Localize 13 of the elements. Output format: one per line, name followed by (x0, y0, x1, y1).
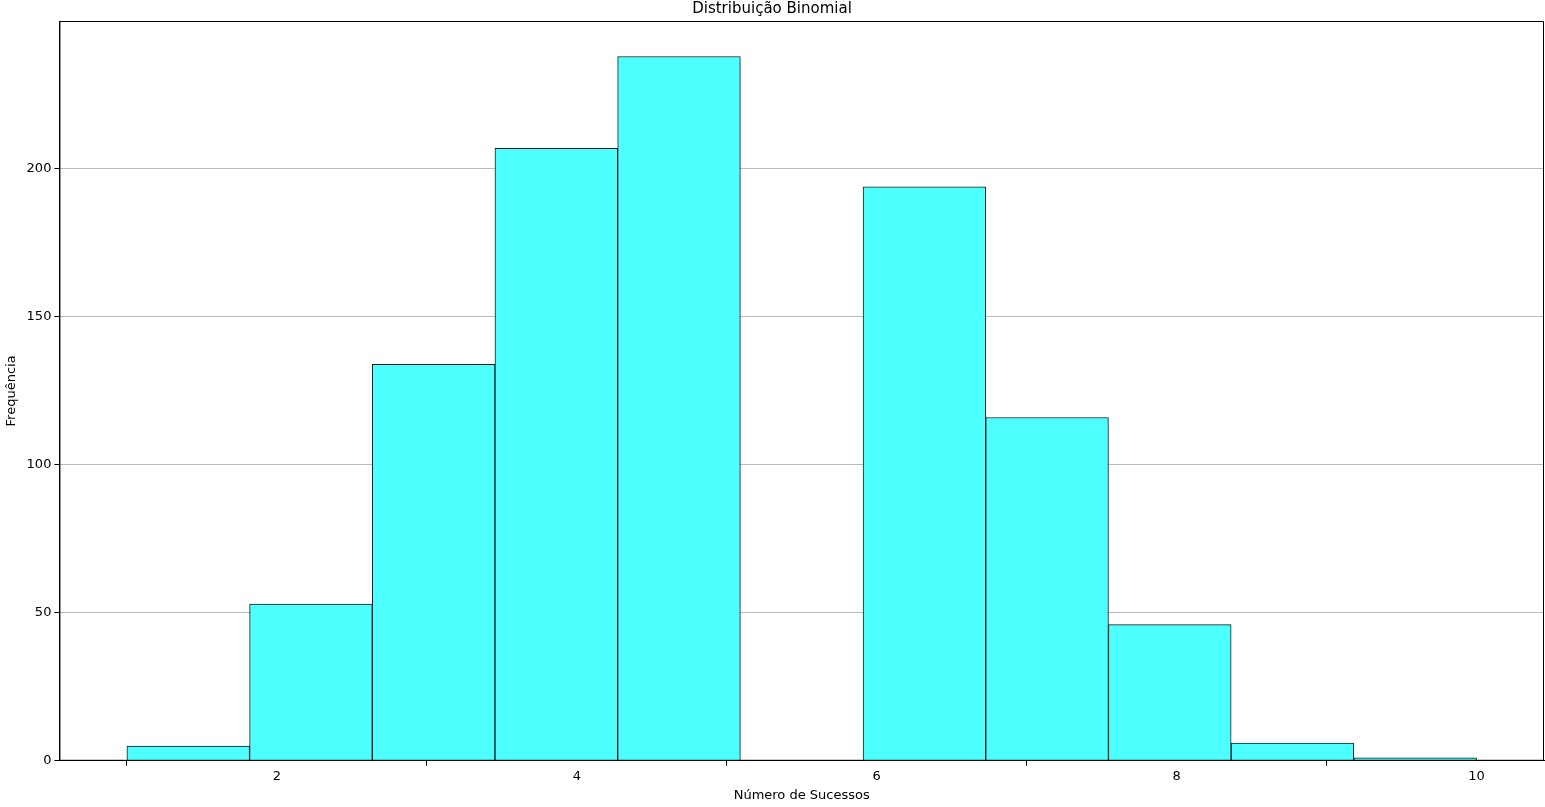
y-tick-label: 0 (43, 752, 52, 768)
chart-title: Distribuição Binomial (692, 0, 852, 17)
x-tick-label: 6 (872, 767, 881, 783)
x-axis-title: Número de Sucessos (733, 786, 870, 802)
x-tick-label: 4 (572, 767, 581, 783)
y-tick-label: 200 (26, 160, 52, 176)
y-axis-title: Frequência (3, 355, 19, 427)
y-tick-label: 150 (26, 308, 52, 324)
x-tick-label: 8 (1172, 767, 1181, 783)
y-tick-label: 100 (26, 456, 52, 472)
y-tick-label: 50 (34, 604, 52, 620)
x-tick-label: 2 (272, 767, 281, 783)
x-tick-label: 10 (1468, 767, 1485, 783)
